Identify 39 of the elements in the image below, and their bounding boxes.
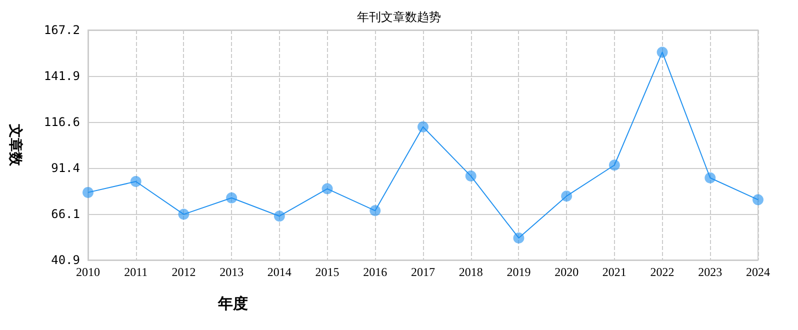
point <box>322 183 333 194</box>
x-tick-label: 2018 <box>458 265 483 279</box>
y-tick-label: 167.2 <box>44 23 80 37</box>
point <box>656 46 668 58</box>
x-tick-label: 2015 <box>315 265 340 279</box>
point <box>608 160 620 171</box>
x-tick-label: 2019 <box>506 265 531 279</box>
y-tick-label: 141.9 <box>44 69 80 84</box>
point <box>418 121 428 132</box>
y-tick-label: 116.6 <box>44 115 80 130</box>
point <box>370 205 381 216</box>
x-tick-label: 2017 <box>411 265 435 279</box>
x-tick-label: 2022 <box>650 265 674 279</box>
y-axis-title: 文章数 <box>7 123 24 167</box>
point <box>704 172 716 184</box>
y-tick-label: 66.1 <box>51 207 80 222</box>
x-tick-label: 2023 <box>698 265 722 279</box>
x-tick-label: 2011 <box>124 265 148 279</box>
x-tick-label: 2021 <box>602 265 626 279</box>
point <box>465 170 476 182</box>
x-tick-label: 2016 <box>363 265 388 279</box>
x-tick-label: 2020 <box>554 265 579 279</box>
x-axis-title: 年度 <box>217 294 248 312</box>
point <box>82 186 94 198</box>
x-tick-label: 2024 <box>746 265 770 279</box>
x-tick-label: 2014 <box>267 265 292 279</box>
point <box>226 192 238 204</box>
point <box>561 190 572 202</box>
point <box>513 232 524 244</box>
point <box>752 194 764 206</box>
y-tick-label: 40.9 <box>51 253 80 267</box>
y-tick-label: 91.4 <box>51 161 80 176</box>
x-tick-label: 2013 <box>220 265 244 279</box>
point <box>130 176 142 188</box>
x-tick-label: 2010 <box>76 265 100 279</box>
chart-title: 年刊文章数趋势 <box>357 10 441 24</box>
x-tick-label: 2012 <box>172 265 196 279</box>
point <box>178 208 190 220</box>
point <box>274 210 285 222</box>
